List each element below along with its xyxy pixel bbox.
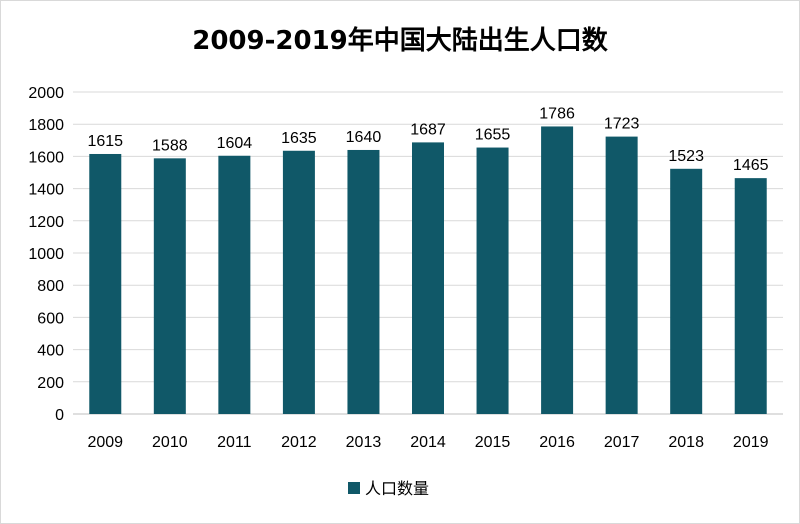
x-axis-ticks: 2009 2010 2011 2012 2013 2014 2015 2016 2017 2018… xyxy=(87,434,768,451)
y-axis-ticks: 0 200 400 600 800 1000 1200 1400 1600 1800 2000 xyxy=(28,85,64,424)
data-label: 1687 xyxy=(410,121,446,138)
x-tick-label: 2013 xyxy=(346,434,382,451)
bars xyxy=(89,126,767,415)
x-tick-label: 2018 xyxy=(668,434,704,451)
bar xyxy=(670,168,703,414)
x-tick-label: 2014 xyxy=(410,434,446,451)
data-label: 1615 xyxy=(87,133,123,150)
data-label: 1723 xyxy=(604,116,640,133)
chart-title: 2009-2019年中国大陆出生人口数 xyxy=(192,25,609,56)
bar xyxy=(282,150,315,414)
legend-swatch xyxy=(348,482,360,494)
data-label: 1655 xyxy=(475,127,511,144)
y-tick-label: 2000 xyxy=(28,85,64,102)
x-tick-label: 2015 xyxy=(475,434,511,451)
bar xyxy=(412,142,444,414)
y-tick-label: 200 xyxy=(37,375,64,392)
bar xyxy=(734,178,767,414)
x-tick-label: 2012 xyxy=(281,434,317,451)
y-tick-label: 400 xyxy=(37,343,64,360)
y-tick-label: 0 xyxy=(55,407,64,424)
legend: 人口数量 xyxy=(348,479,429,498)
data-labels: 1615 1588 1604 1635 1640 1687 1655 1786 1723 1523… xyxy=(87,105,768,174)
x-tick-label: 2017 xyxy=(604,434,640,451)
x-tick-label: 2016 xyxy=(539,434,575,451)
bar xyxy=(153,158,186,414)
legend-label: 人口数量 xyxy=(365,479,429,498)
bar xyxy=(476,147,509,415)
bar xyxy=(347,149,380,414)
x-tick-label: 2010 xyxy=(152,434,188,451)
data-label: 1588 xyxy=(152,137,188,154)
x-tick-label: 2019 xyxy=(733,434,769,451)
y-tick-label: 1200 xyxy=(28,214,64,231)
data-label: 1786 xyxy=(539,105,575,122)
data-label: 1635 xyxy=(281,130,317,147)
data-label: 1465 xyxy=(733,157,769,174)
bar xyxy=(605,136,638,415)
x-tick-label: 2011 xyxy=(217,434,252,451)
bar xyxy=(89,153,122,415)
y-tick-label: 800 xyxy=(37,278,64,295)
y-tick-label: 600 xyxy=(37,310,64,327)
y-tick-label: 1000 xyxy=(28,246,64,263)
data-label: 1604 xyxy=(217,135,253,152)
data-label: 1640 xyxy=(346,129,382,146)
bar xyxy=(218,155,251,415)
y-tick-label: 1800 xyxy=(28,117,64,134)
x-tick-label: 2009 xyxy=(87,434,123,451)
data-label: 1523 xyxy=(668,148,704,165)
y-tick-label: 1400 xyxy=(28,182,64,199)
y-tick-label: 1600 xyxy=(28,149,64,166)
bar xyxy=(541,126,574,414)
